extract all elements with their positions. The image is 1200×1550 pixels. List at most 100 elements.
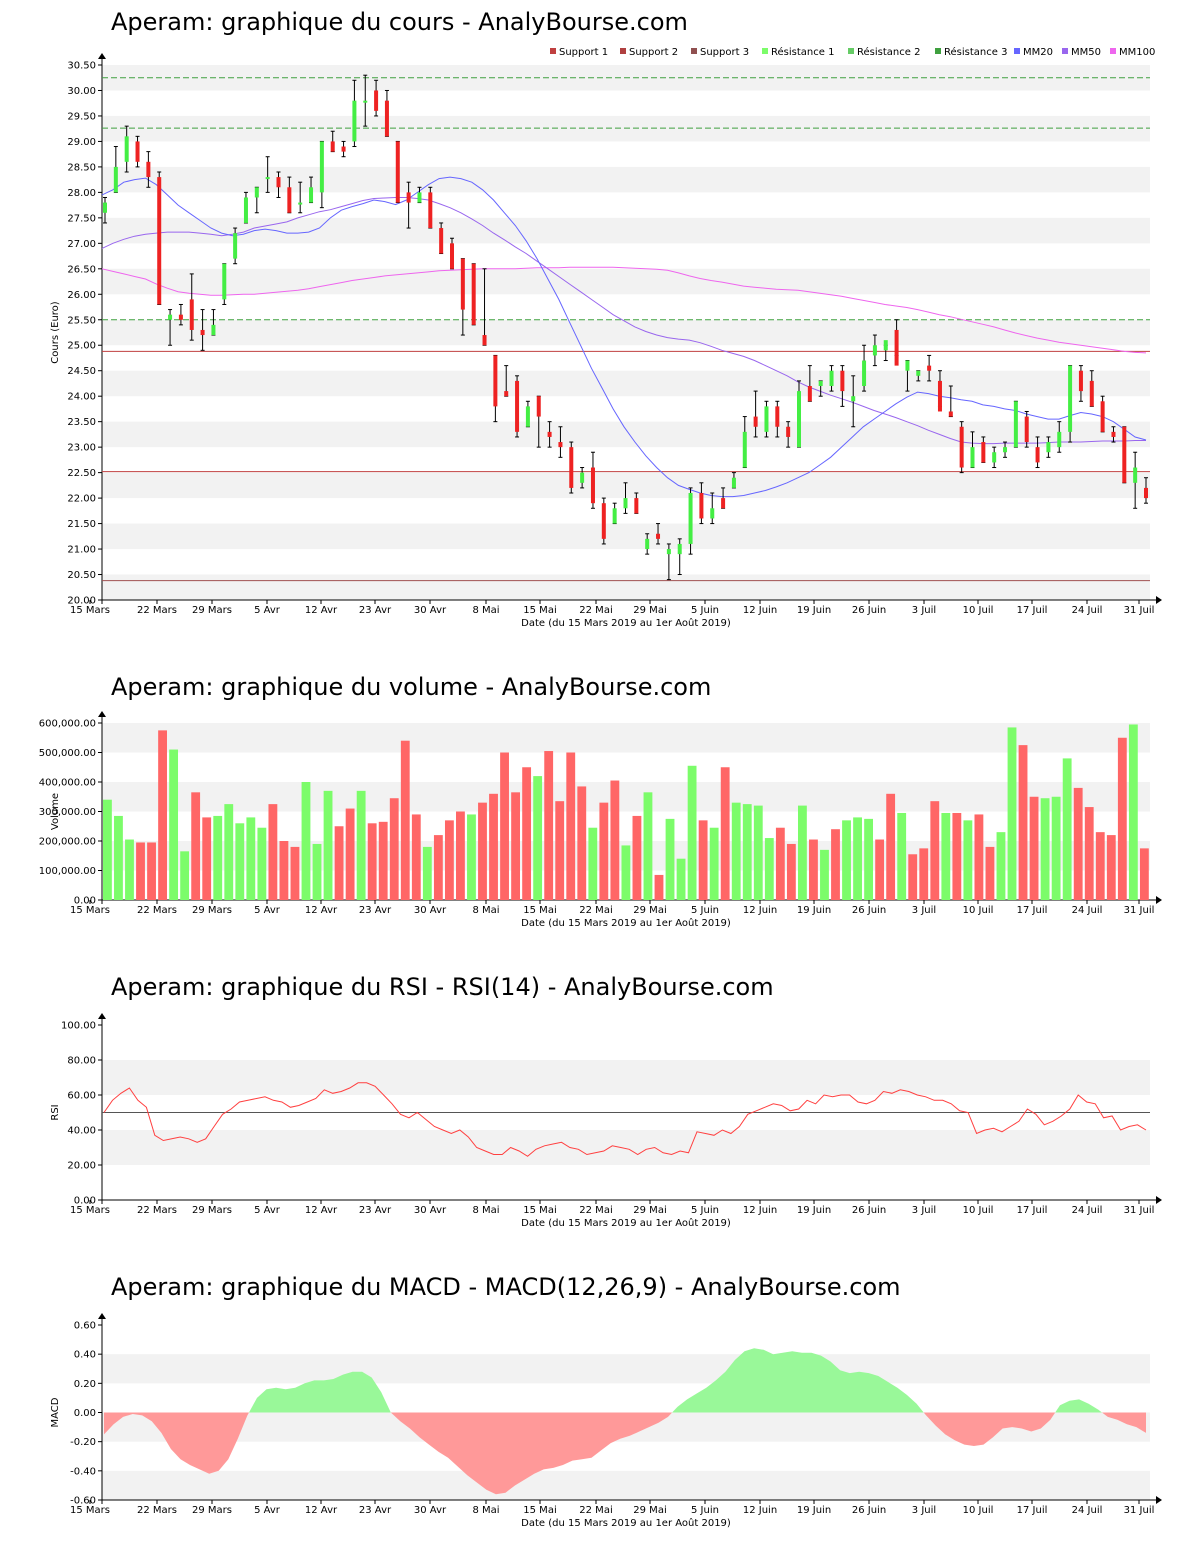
candle-body (634, 498, 639, 514)
volume-bar (301, 782, 311, 900)
grid-band (102, 523, 1150, 550)
x-axis-arrow-icon (1156, 896, 1162, 904)
candle-body (797, 391, 801, 448)
volume-bar (323, 790, 333, 900)
rsi-chart: 0.00 20.00 40.00 60.00 80.00 100.00 15 Mars 22 … (50, 1013, 1162, 1229)
legend-swatch (1014, 48, 1020, 54)
volume-bar (952, 812, 962, 900)
y-tick-label: 0.20 (74, 1379, 96, 1390)
x-tick-label: 31 Juil (1124, 905, 1155, 916)
x-tick-label: 5 Avr (254, 1205, 281, 1216)
candle-body (1013, 401, 1018, 448)
x-axis-title: Date (du 15 Mars 2019 au 1er Août 2019) (521, 917, 731, 929)
volume-bar (544, 751, 554, 900)
candle-body (135, 141, 140, 162)
volume-bar (103, 799, 112, 900)
volume-bar (1117, 737, 1127, 900)
x-tick-label: 15 Mars (70, 1505, 110, 1516)
y-axis-title: Cours (Euro) (50, 301, 61, 364)
volume-bar (709, 827, 719, 900)
volume-bar (522, 767, 532, 900)
candle-body (330, 141, 335, 152)
candle-body (298, 202, 303, 205)
y-tick-label: 27.50 (67, 213, 96, 224)
legend-swatch (848, 48, 854, 54)
candle-body (1122, 426, 1127, 483)
macd-positive-area (1055, 1399, 1102, 1413)
volume-bar (158, 730, 167, 900)
candle-body (363, 100, 368, 103)
y-tick-label: 21.00 (67, 545, 96, 556)
volume-bar (886, 793, 896, 900)
x-tick-label: 26 Juin (852, 1205, 886, 1216)
candle-body (905, 360, 910, 371)
y-tick-label: 600,000.00 (39, 719, 96, 730)
x-tick-label: 12 Juin (743, 1505, 777, 1516)
price-chart-title: Aperam: graphique du cours - AnalyBourse… (111, 8, 688, 36)
volume-bar (809, 839, 818, 900)
y-tick-label: 400,000.00 (39, 778, 96, 789)
y-axis-arrow-icon (98, 1013, 106, 1019)
volume-bar (290, 846, 300, 900)
x-tick-label: 3 Juil (912, 1205, 936, 1216)
x-tick-label: 29 Mai (633, 1505, 666, 1516)
volume-bar (136, 842, 145, 900)
macd-chart-panel: Aperam: graphique du MACD - MACD(12,26,9… (0, 1265, 1200, 1545)
x-tick-label: 22 Mai (579, 1205, 612, 1216)
candle-body (352, 100, 357, 142)
legend-swatch (550, 48, 556, 54)
y-axis-arrow-icon (98, 53, 106, 59)
y-tick-label: 24.00 (67, 392, 96, 403)
grid-band (102, 319, 1150, 346)
y-tick-label: 60.00 (67, 1091, 96, 1102)
grid-band (102, 723, 1150, 753)
volume-bar (257, 827, 267, 900)
legend-item: MM100 (1119, 47, 1155, 58)
volume-bar (731, 802, 741, 900)
candle-body (927, 365, 932, 371)
volume-bar (456, 811, 465, 900)
y-tick-label: 28.00 (67, 188, 96, 199)
x-tick-label: 12 Juin (743, 605, 777, 616)
x-tick-label: 15 Mai (523, 905, 556, 916)
x-tick-label: 29 Mars (192, 605, 232, 616)
volume-bar (478, 802, 487, 900)
x-tick-label: 10 Juil (963, 1505, 994, 1516)
volume-bar (676, 858, 686, 900)
x-tick-label: 12 Juin (743, 905, 777, 916)
candle-body (428, 192, 433, 229)
price-chart-panel: Aperam: graphique du cours - AnalyBourse… (0, 0, 1200, 640)
x-tick-label: 12 Juin (743, 1205, 777, 1216)
volume-bar (1095, 832, 1105, 900)
volume-bar (996, 832, 1006, 900)
candle-body (341, 146, 346, 152)
grid-band (102, 1130, 1150, 1165)
grid-band (102, 574, 1150, 600)
candle-body (406, 192, 411, 203)
rsi-line (103, 1082, 1147, 1157)
candle-body (439, 228, 444, 254)
volume-bar (500, 752, 509, 900)
x-axis-arrow-icon (1156, 596, 1162, 604)
y-tick-label: 0.60 (74, 1321, 96, 1332)
x-tick-label: 5 Avr (254, 905, 281, 916)
x-tick-label: 10 Juil (963, 1205, 994, 1216)
candle-body (851, 396, 856, 402)
candle-body (666, 549, 671, 555)
candle-body (1035, 447, 1040, 463)
volume-bar (908, 854, 918, 900)
legend-item: Résistance 1 (771, 46, 834, 58)
volume-bar (1040, 798, 1050, 900)
volume-bar (489, 793, 498, 900)
x-tick-label: 22 Mars (137, 905, 177, 916)
volume-bar (125, 839, 134, 900)
y-tick-label: 26.00 (67, 290, 96, 301)
volume-bar (632, 815, 642, 900)
candle-body (894, 329, 899, 366)
x-tick-label: 23 Avr (359, 1505, 392, 1516)
x-tick-label: 10 Juil (963, 905, 994, 916)
volume-bar (797, 805, 807, 900)
x-tick-label: 31 Juil (1124, 1205, 1155, 1216)
candle-body (829, 370, 834, 386)
x-tick-label: 17 Juil (1017, 1205, 1048, 1216)
